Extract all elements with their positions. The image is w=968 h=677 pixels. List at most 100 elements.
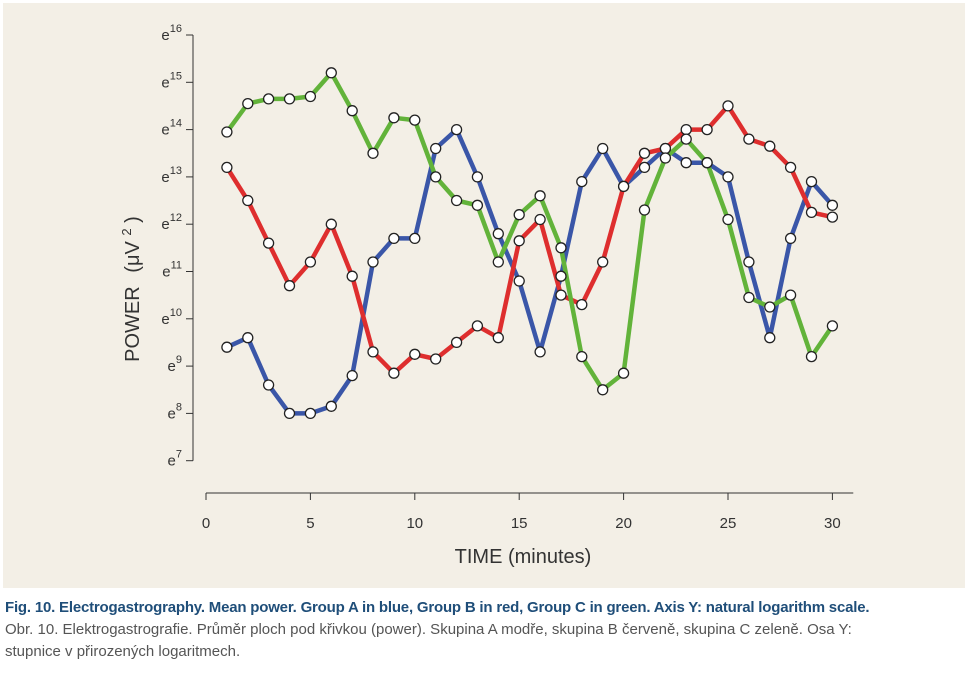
- data-point: [513, 235, 525, 247]
- y-tick-exponent: 9: [176, 354, 182, 366]
- x-tick-label: 30: [824, 515, 841, 532]
- data-point: [492, 332, 504, 344]
- data-point: [262, 237, 275, 249]
- y-axis-title-exp: 2: [119, 228, 134, 235]
- y-tick-label: e10: [161, 307, 182, 328]
- data-point: [826, 211, 839, 223]
- data-point: [659, 142, 672, 155]
- data-point: [409, 348, 421, 360]
- data-point: [638, 147, 651, 159]
- x-tick-label: 0: [202, 515, 210, 532]
- y-tick-label: e7: [168, 449, 182, 470]
- y-tick-label: e11: [162, 260, 182, 281]
- y-tick-base: e: [161, 169, 169, 186]
- y-tick-exponent: 8: [176, 401, 182, 413]
- data-point: [722, 213, 734, 226]
- data-point: [722, 100, 734, 112]
- data-point: [826, 199, 839, 211]
- data-point: [617, 367, 630, 379]
- data-point: [513, 275, 525, 287]
- y-tick-exponent: 13: [170, 165, 182, 177]
- data-point: [304, 407, 317, 420]
- y-tick-exponent: 14: [170, 118, 182, 130]
- caption-czech-line-1: Obr. 10. Elektrogastrografie. Průměr plo…: [5, 621, 852, 638]
- y-tick-base: e: [161, 122, 169, 139]
- data-point: [617, 180, 630, 193]
- y-axis-title-main: POWER: [122, 286, 144, 362]
- data-point: [743, 256, 755, 268]
- data-point: [826, 320, 839, 332]
- series-layer: [221, 67, 839, 420]
- data-point: [513, 209, 525, 221]
- data-point: [450, 336, 463, 349]
- data-point: [784, 161, 797, 174]
- data-point: [283, 280, 296, 292]
- data-point: [471, 199, 484, 211]
- data-point: [430, 171, 442, 183]
- y-tick-label: e16: [161, 23, 182, 44]
- data-point: [534, 190, 546, 202]
- data-point: [283, 93, 296, 105]
- x-tick-label: 25: [720, 515, 737, 532]
- data-point: [680, 123, 692, 136]
- data-point: [388, 367, 400, 379]
- y-tick-exponent: 11: [171, 260, 182, 272]
- y-tick-label: e12: [161, 212, 182, 233]
- data-point: [701, 157, 713, 169]
- y-tick-exponent: 10: [170, 307, 182, 319]
- data-point: [722, 171, 734, 183]
- y-tick-exponent: 16: [170, 23, 182, 35]
- x-tick-label: 10: [406, 515, 423, 532]
- data-point: [764, 140, 776, 152]
- data-point: [304, 90, 317, 103]
- data-point: [242, 97, 254, 110]
- data-point: [555, 289, 567, 301]
- data-point: [784, 289, 797, 301]
- data-point: [221, 161, 233, 174]
- chart-panel: e16 e15 e14 e13 e12 e11 e10 e9 e8 e7 0 5 10 15 20 25 30 …: [3, 3, 965, 588]
- x-tick-label: 20: [615, 515, 632, 532]
- y-tick-base: e: [162, 264, 170, 281]
- data-point: [576, 298, 588, 311]
- y-tick-label: e13: [161, 165, 182, 186]
- data-point: [492, 256, 504, 268]
- y-tick-exponent: 12: [170, 212, 182, 224]
- y-tick-exponent: 7: [176, 449, 182, 461]
- y-tick-base: e: [168, 358, 176, 375]
- data-point: [680, 133, 692, 145]
- data-point: [534, 213, 546, 226]
- series-2: [224, 103, 835, 376]
- y-tick-label: e9: [168, 354, 182, 375]
- data-point: [555, 242, 567, 254]
- data-point: [388, 232, 400, 245]
- x-axis-title: TIME (minutes): [455, 546, 592, 568]
- data-point: [262, 379, 275, 391]
- y-tick-base: e: [161, 27, 169, 44]
- data-point: [409, 114, 421, 126]
- data-point: [805, 350, 818, 363]
- series-2-points: [221, 100, 839, 379]
- data-point: [221, 341, 233, 353]
- data-point: [576, 175, 588, 188]
- data-point: [367, 147, 379, 159]
- data-point: [471, 320, 484, 332]
- data-point: [638, 161, 651, 174]
- series-3-points: [221, 67, 839, 396]
- data-point: [346, 270, 358, 282]
- data-point: [242, 332, 254, 344]
- data-point: [659, 152, 672, 164]
- data-point: [743, 133, 755, 145]
- data-point: [367, 256, 379, 268]
- svg-text:POWER (μV 2: POWER (μV 2 ): [114, 216, 144, 362]
- data-point: [430, 353, 442, 365]
- data-point: [283, 407, 296, 420]
- data-point: [242, 194, 254, 207]
- y-tick-label: e15: [161, 70, 182, 91]
- data-point: [304, 256, 317, 268]
- data-point: [409, 232, 421, 245]
- data-point: [805, 175, 818, 188]
- y-axis-title-close: ): [122, 216, 144, 223]
- y-axis-title-unit: (μV: [122, 241, 144, 273]
